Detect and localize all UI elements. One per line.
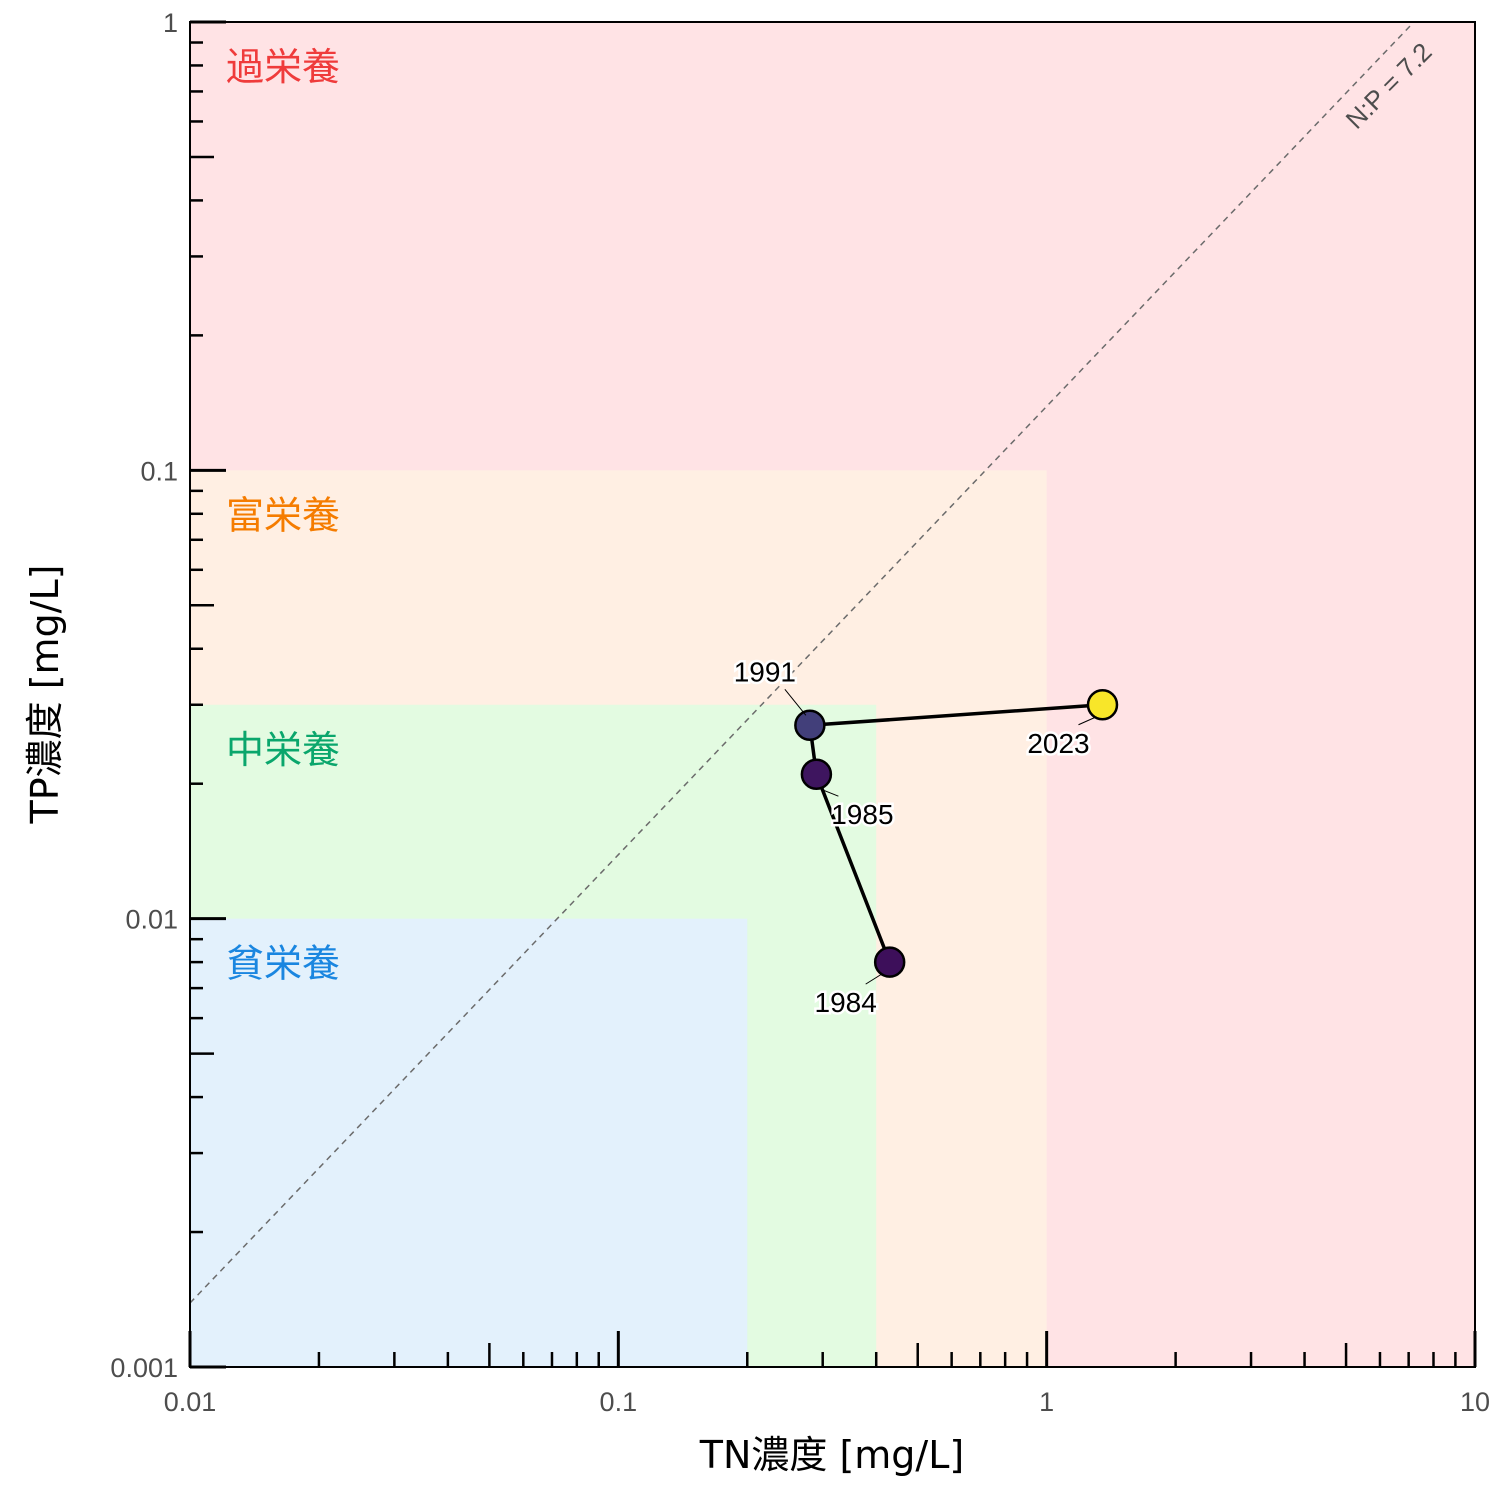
zone-label-2: 中栄養 <box>226 728 340 772</box>
year-leader-1984 <box>865 973 882 985</box>
year-leader-1985 <box>818 787 839 797</box>
plot-frame <box>189 21 1476 1368</box>
x-tick-label-0: 0.01 <box>164 1387 217 1417</box>
series-line <box>808 703 1103 963</box>
np-ratio-line <box>189 21 1415 1304</box>
year-leader-2023 <box>1078 716 1097 726</box>
year-label-2023: 2023 <box>1027 728 1089 759</box>
zone-3 <box>190 918 748 1367</box>
zone-label-3: 貧栄養 <box>226 942 340 986</box>
y-tick-label-2: 0.1 <box>140 456 178 486</box>
year-leader-1991 <box>784 688 807 716</box>
y-tick-label-3: 1 <box>163 8 178 38</box>
trophic-zones <box>190 22 1475 1367</box>
y-tick-label-0: 0.001 <box>110 1353 178 1383</box>
data-point-1984 <box>873 946 906 978</box>
year-label-1985: 1985 <box>831 799 893 830</box>
x-tick-label-1: 0.1 <box>600 1387 638 1417</box>
y-axis-title: TP濃度 [mg/L] <box>23 565 67 825</box>
y-tick-label-1: 0.01 <box>125 905 178 935</box>
data-point-1985 <box>800 758 833 790</box>
x-tick-label-2: 1 <box>1039 1387 1054 1417</box>
x-tick-label-3: 10 <box>1460 1387 1490 1417</box>
year-label-1984: 1984 <box>815 987 877 1018</box>
zone-label-0: 過栄養 <box>226 45 340 89</box>
year-label-1991: 1991 <box>734 656 796 687</box>
data-point-1991 <box>794 709 826 742</box>
x-axis-title: TN濃度 [mg/L] <box>699 1433 964 1477</box>
zone-label-1: 富栄養 <box>226 493 340 537</box>
y-axis: 0.001 0.01 0.1 1 <box>110 8 226 1383</box>
data-point-2023 <box>1086 689 1119 721</box>
year-labels: 1984 1985 1991 2023 <box>731 654 1097 1021</box>
data-series <box>794 689 1119 978</box>
x-axis: 0.01 0.1 1 10 <box>164 1331 1490 1417</box>
